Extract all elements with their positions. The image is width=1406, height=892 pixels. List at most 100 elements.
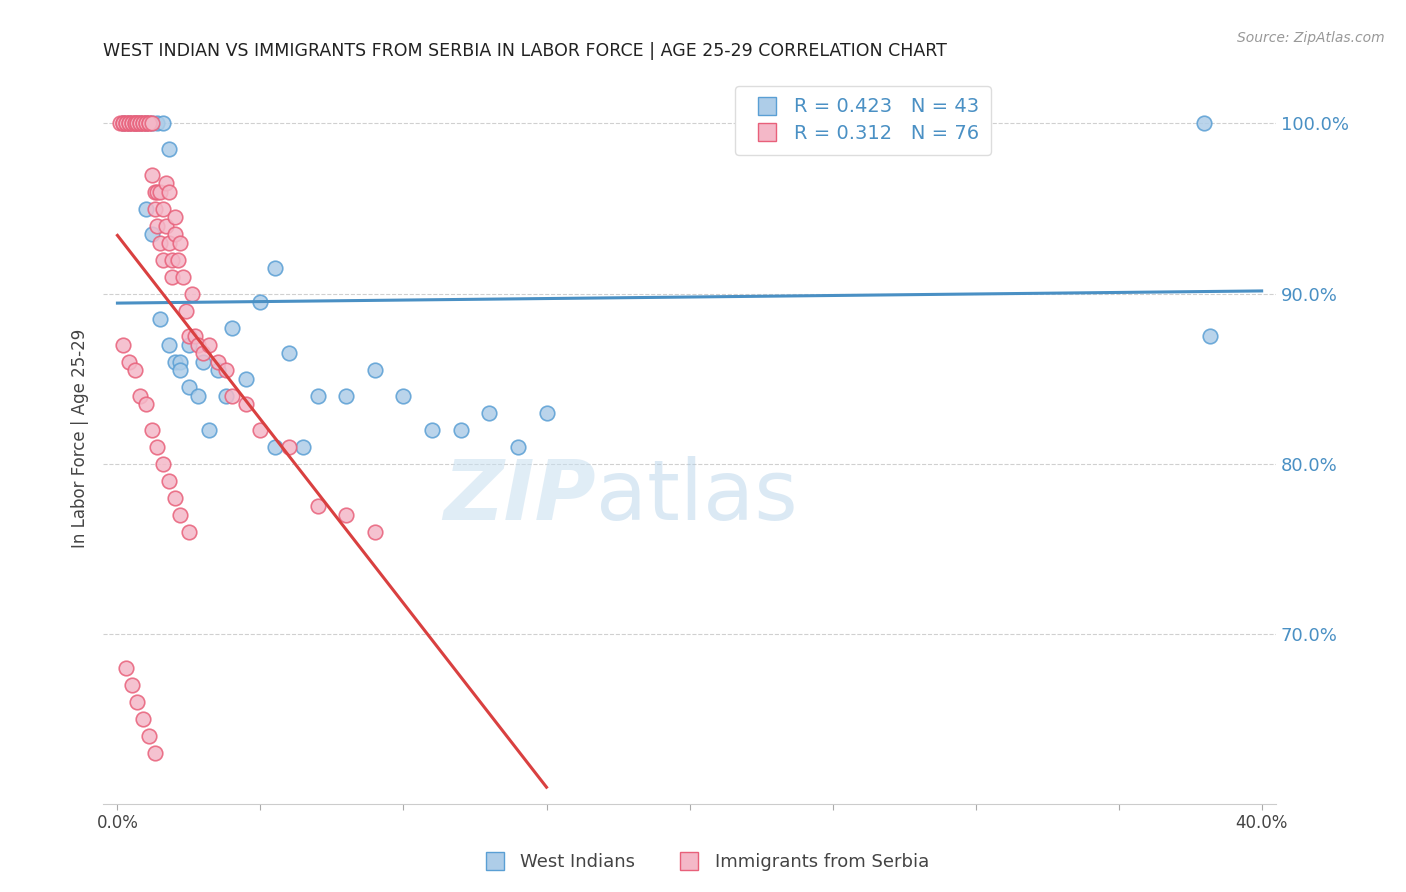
Point (198, 337, 221, 351)
Point (132, 116, 155, 130)
Point (135, 116, 157, 130)
Point (155, 176, 177, 190)
Point (821, 116, 844, 130)
Point (112, 116, 135, 130)
Point (172, 269, 194, 284)
Point (1199, 329, 1222, 343)
Point (121, 116, 143, 130)
Point (135, 397, 157, 411)
Point (163, 210, 186, 224)
Point (132, 712, 155, 726)
Point (132, 116, 155, 130)
Point (146, 440, 169, 454)
Point (183, 329, 205, 343)
Point (146, 219, 169, 233)
Text: WEST INDIAN VS IMMIGRANTS FROM SERBIA IN LABOR FORCE | AGE 25-29 CORRELATION CHA: WEST INDIAN VS IMMIGRANTS FROM SERBIA IN… (103, 42, 948, 60)
Point (221, 320, 243, 334)
Point (127, 695, 149, 709)
Point (146, 116, 169, 130)
Point (157, 337, 180, 351)
Point (129, 116, 152, 130)
Point (335, 508, 357, 522)
Point (157, 142, 180, 156)
Point (141, 168, 163, 182)
Point (141, 116, 163, 130)
Point (193, 354, 215, 368)
Point (115, 116, 138, 130)
Point (155, 219, 177, 233)
Point (169, 363, 191, 377)
Point (149, 185, 172, 199)
Point (166, 252, 188, 267)
Point (263, 261, 285, 276)
Point (143, 202, 166, 216)
Point (307, 500, 329, 514)
Point (135, 202, 157, 216)
Point (177, 524, 200, 539)
Legend: West Indians, Immigrants from Serbia: West Indians, Immigrants from Serbia (470, 847, 936, 879)
Point (235, 397, 257, 411)
Point (124, 116, 146, 130)
Point (141, 423, 163, 437)
Point (143, 185, 166, 199)
Point (124, 116, 146, 130)
Point (157, 185, 180, 199)
Point (163, 227, 186, 241)
Point (221, 389, 243, 403)
Point (112, 116, 135, 130)
Point (235, 372, 257, 386)
Point (135, 116, 157, 130)
Point (118, 116, 141, 130)
Point (186, 389, 208, 403)
Point (392, 389, 415, 403)
Point (141, 116, 163, 130)
Point (160, 252, 183, 267)
Point (115, 661, 138, 675)
Point (135, 116, 157, 130)
Y-axis label: In Labor Force | Age 25-29: In Labor Force | Age 25-29 (72, 328, 89, 548)
Point (146, 185, 169, 199)
Point (157, 474, 180, 488)
Point (335, 389, 357, 403)
Point (129, 116, 152, 130)
Point (121, 678, 143, 692)
Point (169, 354, 191, 368)
Point (138, 116, 160, 130)
Point (177, 337, 200, 351)
Point (129, 389, 152, 403)
Point (118, 116, 141, 130)
Point (163, 354, 186, 368)
Point (450, 423, 472, 437)
Point (207, 363, 229, 377)
Point (249, 295, 271, 310)
Legend: R = 0.423   N = 43, R = 0.312   N = 76: R = 0.423 N = 43, R = 0.312 N = 76 (735, 86, 991, 155)
Point (174, 303, 197, 318)
Point (965, 116, 987, 130)
Point (364, 524, 387, 539)
Point (506, 440, 529, 454)
Point (138, 116, 160, 130)
Point (186, 337, 208, 351)
Point (263, 440, 285, 454)
Point (112, 116, 135, 130)
Text: atlas: atlas (596, 456, 797, 537)
Point (180, 286, 202, 301)
Text: ZIP: ZIP (443, 456, 596, 537)
Point (292, 440, 315, 454)
Point (143, 746, 166, 760)
Point (141, 227, 163, 241)
Point (478, 406, 501, 420)
Point (118, 354, 141, 368)
Point (118, 116, 141, 130)
Point (149, 235, 172, 250)
Point (536, 406, 558, 420)
Point (249, 423, 271, 437)
Point (169, 235, 191, 250)
Point (110, 116, 132, 130)
Point (198, 423, 221, 437)
Point (112, 337, 135, 351)
Point (157, 235, 180, 250)
Point (177, 380, 200, 394)
Point (307, 389, 329, 403)
Point (420, 423, 443, 437)
